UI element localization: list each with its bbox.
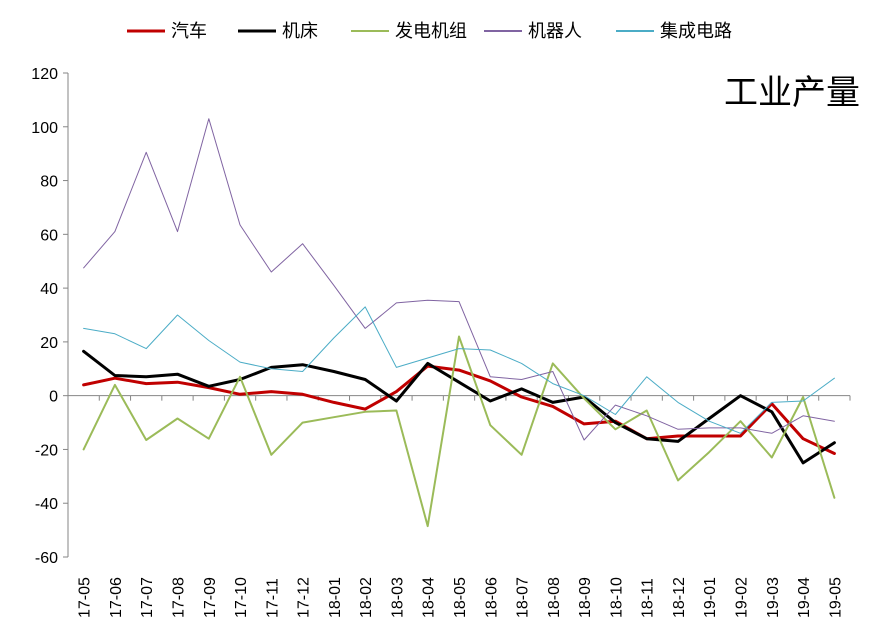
y-tick-label: 60	[40, 227, 58, 244]
series-line	[82, 335, 836, 528]
x-tick-label: 17-09	[202, 577, 219, 618]
series-line	[82, 349, 836, 465]
x-tick-label: 17-05	[77, 577, 94, 618]
x-tick-label: 18-02	[358, 577, 375, 618]
x-tick-label: 18-09	[577, 577, 594, 618]
legend-item: 机床	[238, 21, 318, 42]
y-tick-label: 120	[31, 66, 58, 83]
x-tick-label: 18-03	[389, 577, 406, 618]
x-tick-label: 19-02	[734, 577, 751, 618]
x-tick-label: 18-12	[671, 577, 688, 618]
x-tick-label: 18-01	[327, 577, 344, 618]
x-tick-label: 17-07	[139, 577, 156, 618]
x-tick-label: 18-04	[421, 577, 438, 618]
x-tick-label: 18-07	[515, 577, 532, 618]
legend-label: 发电机组	[395, 21, 467, 42]
series-line	[83, 306, 835, 434]
y-tick-label: 20	[40, 335, 58, 352]
axes: -60 -40 -20 0 20 40 60 80 100 120 17-05 17-06 17-07 1…	[31, 66, 851, 618]
legend-label: 机床	[282, 21, 318, 42]
x-tick-label: 19-05	[827, 577, 844, 618]
legend-label: 集成电路	[660, 21, 732, 42]
x-tick-label: 17-10	[233, 577, 250, 618]
y-tick-label: 0	[49, 389, 58, 406]
x-tick-label: 18-08	[546, 577, 563, 618]
x-tick-label: 17-11	[264, 578, 281, 618]
legend-item: 机器人	[484, 21, 582, 42]
y-tick-label: -40	[35, 496, 58, 513]
y-tick-label: 80	[40, 174, 58, 191]
x-tick-label: 18-10	[608, 577, 625, 618]
legend-item: 集成电路	[616, 21, 732, 42]
legend-label: 汽车	[171, 21, 207, 42]
x-tick-label: 19-03	[765, 577, 782, 618]
x-tick-label: 18-06	[483, 577, 500, 618]
x-tick-label: 19-01	[702, 577, 719, 618]
x-tick-label: 17-08	[170, 577, 187, 618]
chart-title: 工业产量	[724, 73, 860, 113]
y-tick-label: -60	[35, 550, 58, 567]
series-layer	[82, 118, 836, 528]
y-tick-label: -20	[35, 442, 58, 459]
x-tick-label: 17-12	[296, 577, 313, 618]
x-tick-label: 19-04	[796, 577, 813, 618]
legend-label: 机器人	[528, 21, 582, 42]
x-tick-label: 18-11	[640, 578, 657, 618]
legend-item: 汽车	[127, 21, 207, 42]
x-tick-label: 18-05	[452, 577, 469, 618]
x-tick-label: 17-06	[108, 577, 125, 618]
y-tick-label: 40	[40, 281, 58, 298]
series-line	[83, 118, 835, 441]
legend: 汽车 机床 发电机组 机器人 集成电路	[127, 21, 732, 42]
legend-item: 发电机组	[351, 21, 467, 42]
y-tick-label: 100	[31, 120, 58, 137]
